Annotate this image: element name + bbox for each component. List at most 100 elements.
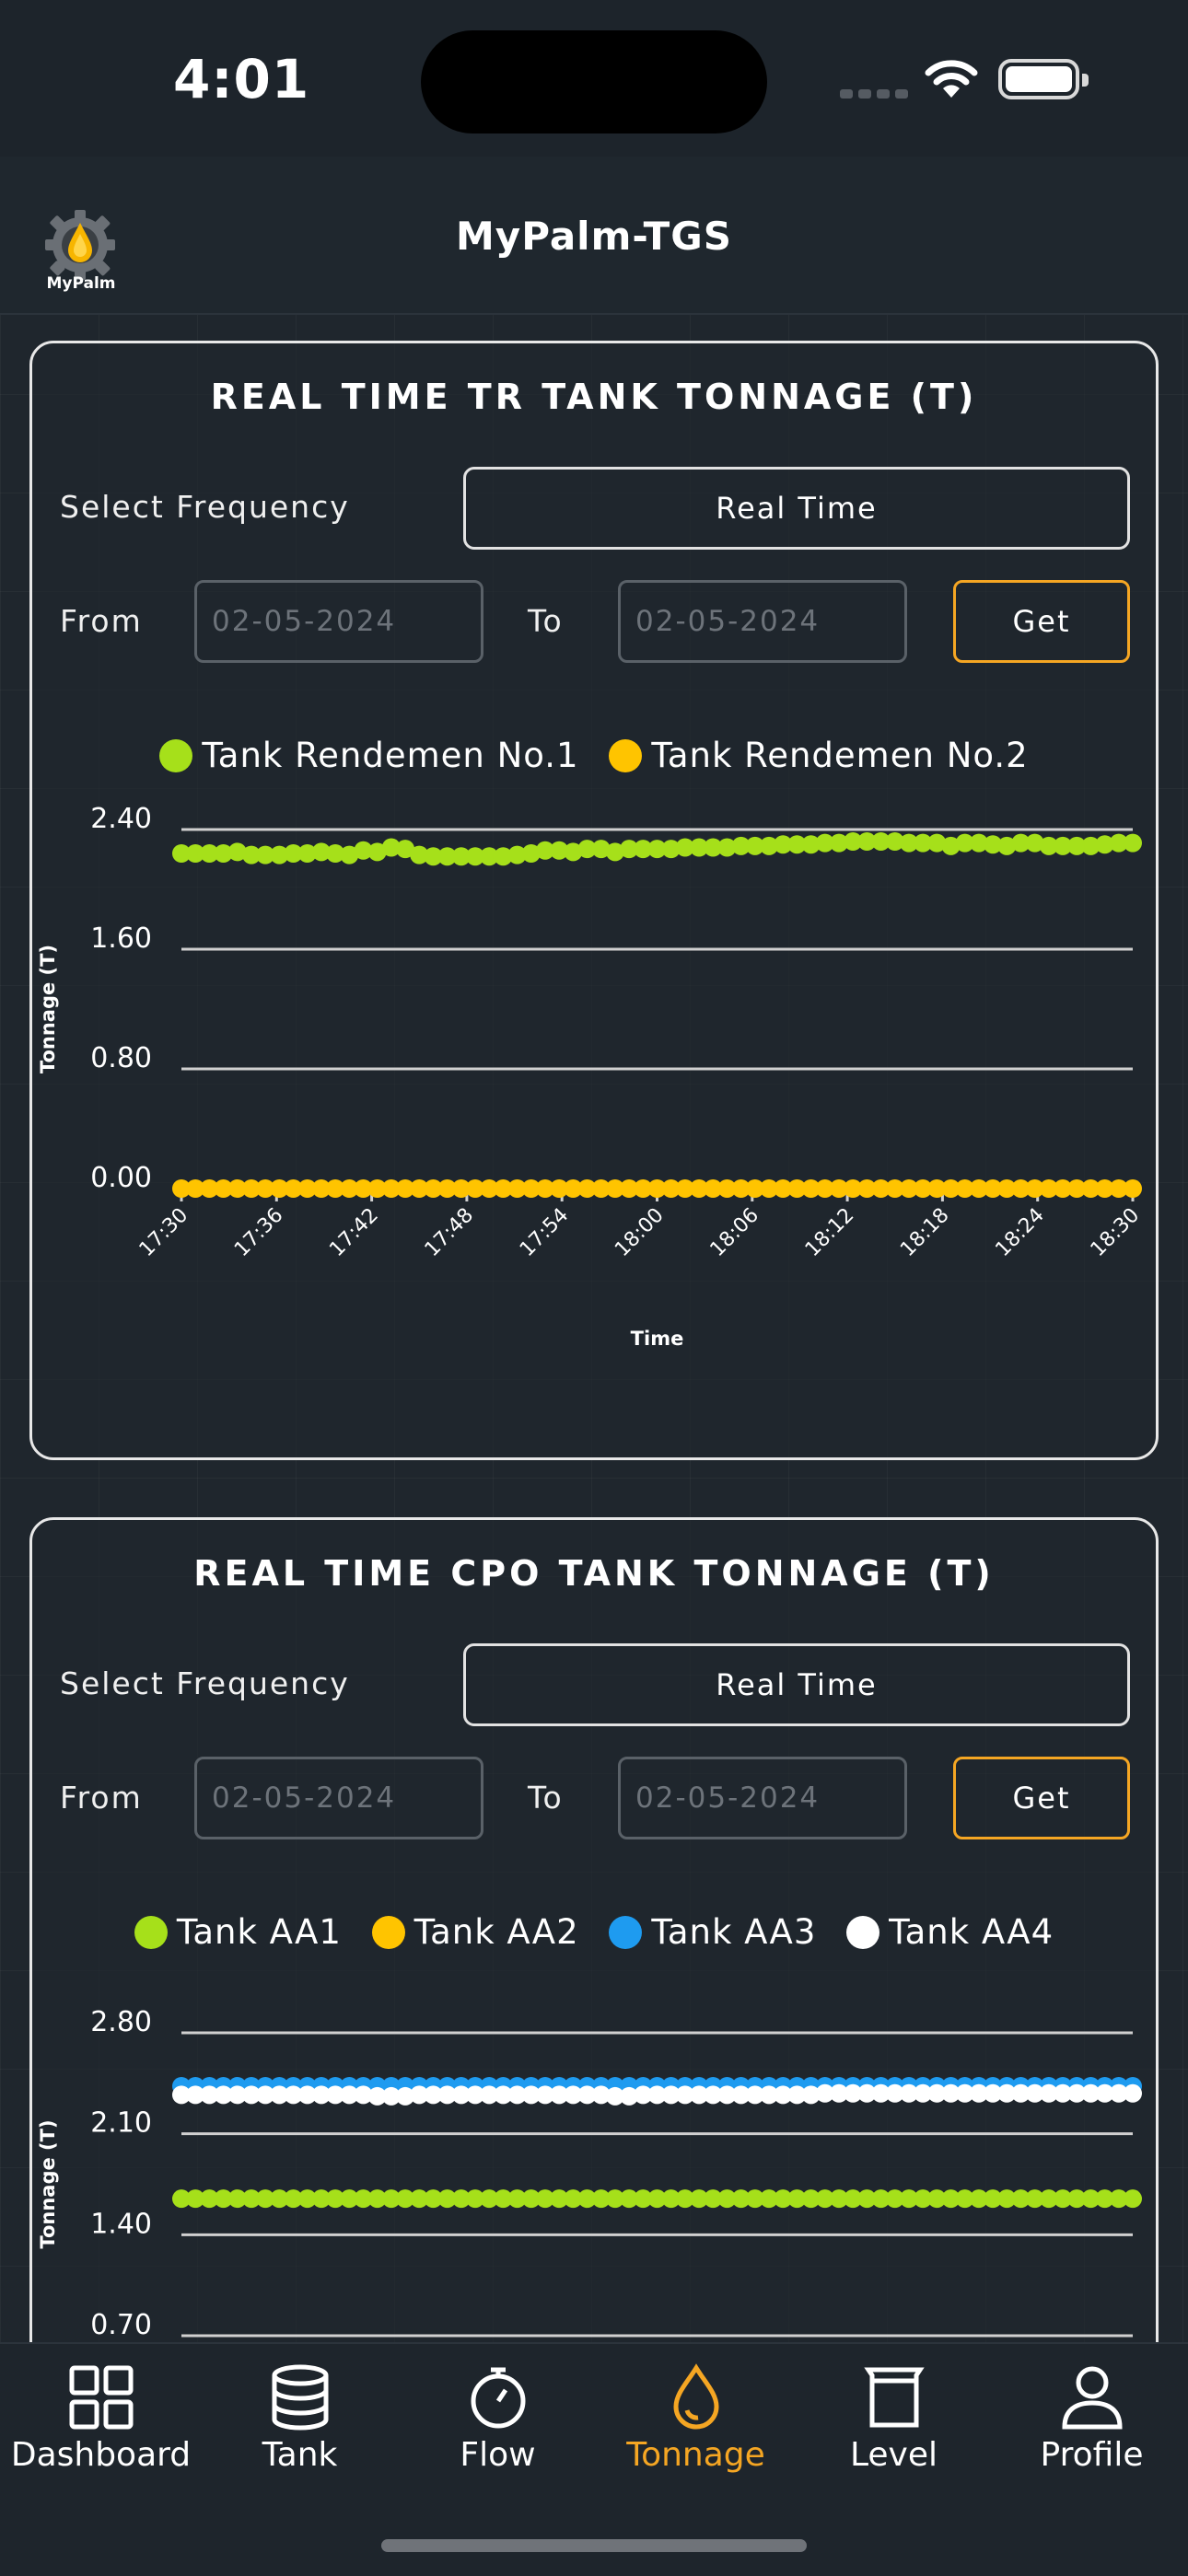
data-point [1054, 1179, 1073, 1198]
data-point [620, 2189, 639, 2209]
tab-profile[interactable]: Profile [993, 2344, 1188, 2510]
legend-label: Tank AA3 [651, 1912, 817, 1952]
data-point [521, 844, 541, 863]
data-point [311, 2189, 331, 2209]
data-point [1081, 1179, 1101, 1198]
data-point [494, 1179, 513, 1198]
data-point [984, 2083, 1003, 2103]
legend-item[interactable]: Tank AA4 [846, 1912, 1054, 1952]
data-point [1109, 2189, 1128, 2209]
tab-tonnage[interactable]: Tonnage [597, 2344, 795, 2510]
data-point [186, 2085, 205, 2105]
data-point [354, 841, 373, 860]
tab-flow[interactable]: Flow [399, 2344, 597, 2510]
data-point [186, 2189, 205, 2209]
to-date-input[interactable]: 02-05-2024 [618, 1757, 907, 1839]
data-point [1039, 2189, 1058, 2209]
data-point [381, 2189, 401, 2209]
data-point [340, 2085, 359, 2105]
legend-item[interactable]: Tank Rendemen No.1 [159, 736, 578, 775]
x-axis-label: Time [631, 1328, 684, 1350]
data-point [690, 838, 709, 857]
data-point [914, 1179, 933, 1198]
data-point [564, 2189, 583, 2209]
data-point [227, 2189, 247, 2209]
data-point [969, 2083, 988, 2103]
frequency-select[interactable]: Real Time [463, 467, 1130, 550]
legend-item[interactable]: Tank Rendemen No.2 [609, 736, 1028, 775]
legend-item[interactable]: Tank AA2 [371, 1912, 579, 1952]
legend-label: Tank AA1 [176, 1912, 342, 1952]
data-point [1039, 836, 1058, 855]
data-point [396, 840, 415, 859]
data-point [437, 1179, 457, 1198]
data-point [241, 1179, 261, 1198]
data-point [801, 2085, 821, 2105]
select-frequency-label: Select Frequency [60, 489, 350, 525]
frequency-select[interactable]: Real Time [463, 1643, 1130, 1726]
data-point [437, 2189, 457, 2209]
data-point [424, 847, 443, 866]
legend-label: Tank AA4 [889, 1912, 1054, 1952]
y-tick-label: 0.80 [90, 1042, 152, 1074]
data-point [634, 840, 653, 859]
data-point [997, 836, 1017, 855]
data-point [311, 1179, 331, 1198]
data-point [801, 2189, 821, 2209]
data-point [787, 835, 807, 854]
tab-label: Tank [262, 2436, 338, 2474]
data-point [451, 2085, 471, 2105]
data-point [1039, 2083, 1058, 2103]
data-point [550, 2085, 569, 2105]
y-axis-label: Tonnage (T) [37, 945, 59, 1073]
data-point [605, 2189, 624, 2209]
to-label: To [528, 1780, 564, 1816]
data-point [885, 2189, 904, 2209]
data-point [521, 2085, 541, 2105]
data-point [899, 2189, 918, 2209]
data-point [717, 2189, 737, 2209]
data-point [760, 1179, 779, 1198]
tab-tank[interactable]: Tank [201, 2344, 399, 2510]
data-point [955, 833, 974, 853]
data-point [984, 835, 1003, 854]
tab-label: Profile [1040, 2436, 1144, 2474]
data-point [997, 2189, 1017, 2209]
data-point [941, 2189, 961, 2209]
data-point [591, 2189, 611, 2209]
tr-tonnage-chart: 0.00 0.80 1.60 2.40 Tonnage (T) 17:30 17:36 17:… [37, 803, 1144, 1350]
from-date-input[interactable]: 02-05-2024 [194, 580, 483, 663]
x-tick-label: 17:36 [230, 1204, 288, 1262]
app-logo-icon [45, 210, 115, 280]
data-point [200, 844, 219, 863]
data-point [717, 1179, 737, 1198]
data-point [634, 2085, 653, 2105]
y-tick-label: 1.60 [90, 922, 152, 955]
get-button[interactable]: Get [953, 1757, 1130, 1839]
get-button[interactable]: Get [953, 580, 1130, 663]
data-point [661, 1179, 681, 1198]
data-point [731, 2085, 751, 2105]
data-point [577, 1179, 597, 1198]
to-date-input[interactable]: 02-05-2024 [618, 580, 907, 663]
y-tick-label: 1.40 [90, 2208, 152, 2240]
data-point [354, 1179, 373, 1198]
data-point [899, 2083, 918, 2103]
data-point [396, 1179, 415, 1198]
wifi-icon [925, 60, 978, 98]
tab-label: Flow [460, 2436, 536, 2474]
from-date-input[interactable]: 02-05-2024 [194, 1757, 483, 1839]
tab-dashboard[interactable]: Dashboard [2, 2344, 200, 2510]
legend-item[interactable]: Tank AA1 [134, 1912, 342, 1952]
data-point [857, 832, 877, 851]
data-point [200, 2085, 219, 2105]
legend-item[interactable]: Tank AA3 [609, 1912, 816, 1952]
data-point [731, 1179, 751, 1198]
data-point [507, 1179, 527, 1198]
card-title: REAL TIME TR TANK TONNAGE (T) [210, 377, 978, 417]
x-tick-label: 18:06 [706, 1204, 764, 1262]
data-point [829, 2083, 848, 2103]
data-point [326, 844, 345, 863]
tab-level[interactable]: Level [795, 2344, 993, 2510]
data-point [1025, 833, 1044, 853]
